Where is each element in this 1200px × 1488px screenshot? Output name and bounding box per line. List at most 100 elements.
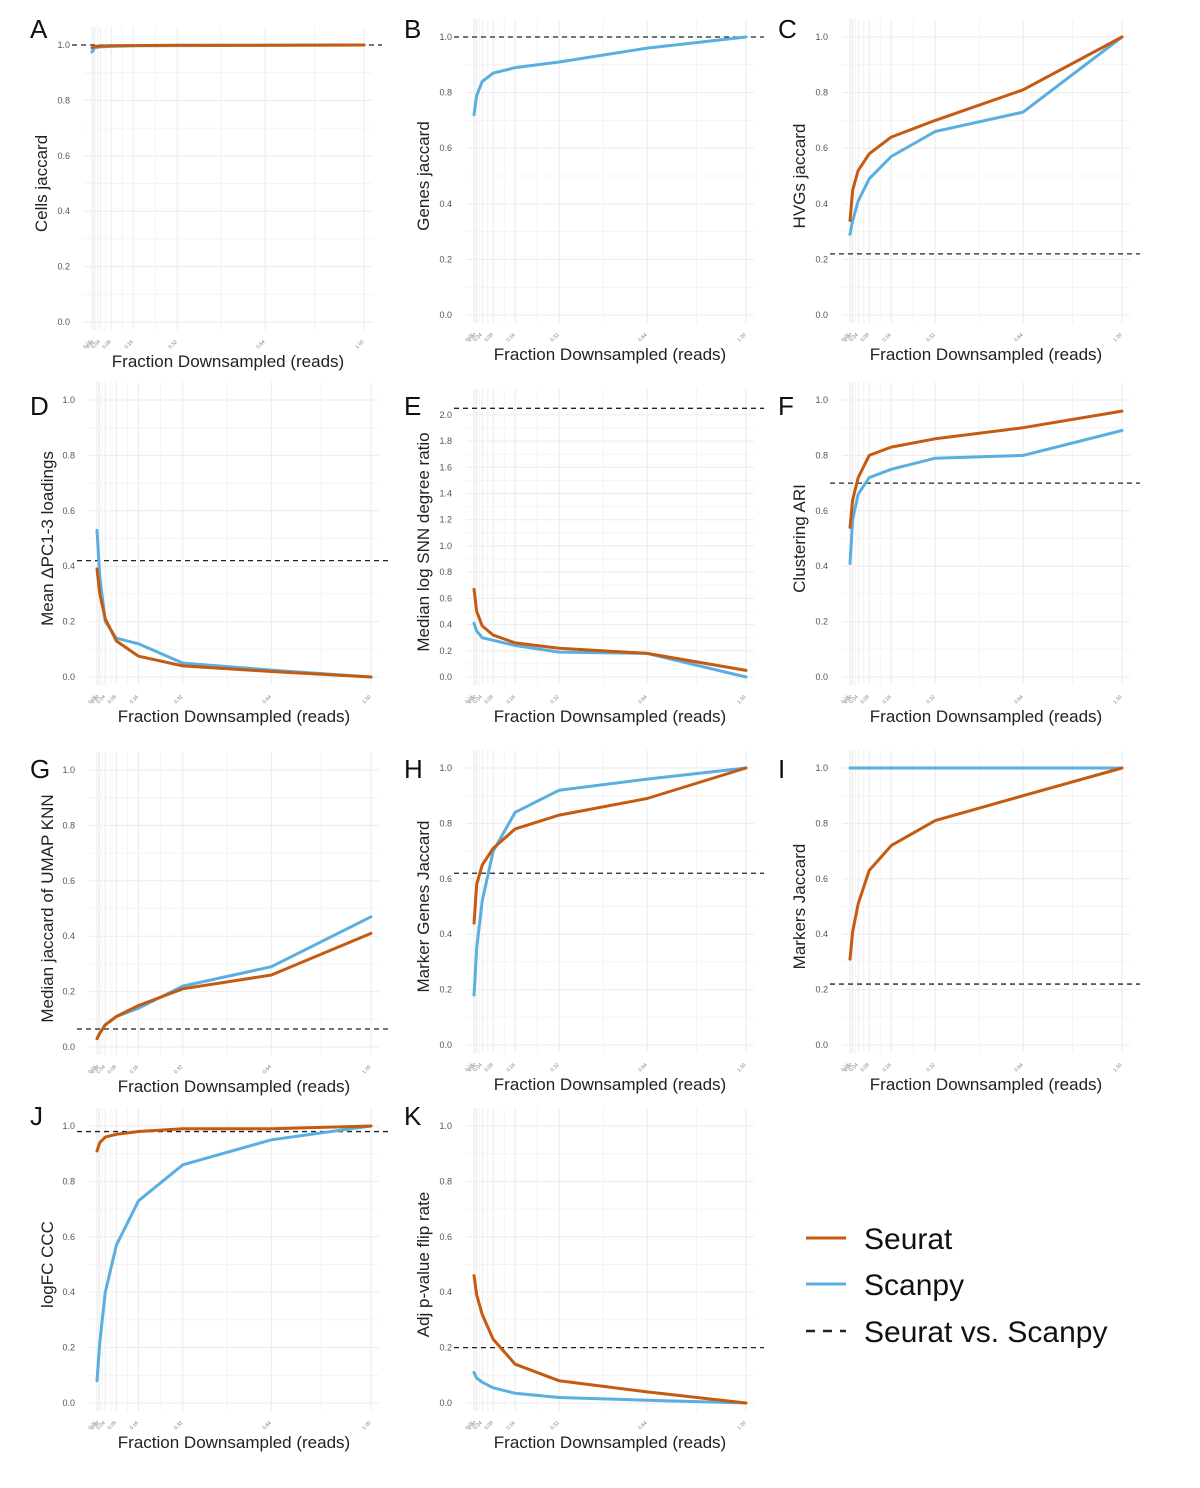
- legend-label-seurat: Seurat: [864, 1223, 953, 1256]
- x-tick-label: 0.01: [464, 694, 475, 705]
- y-tick-label: 0.4: [815, 561, 828, 571]
- y-tick-label: 0.2: [62, 987, 75, 997]
- y-axis-title: Genes jaccard: [414, 121, 433, 231]
- x-tick-label: 1.00: [1112, 332, 1123, 343]
- x-tick-label: 1.00: [361, 1420, 372, 1431]
- y-tick-label: 1.2: [439, 515, 452, 525]
- x-tick-label: 0.01: [87, 694, 98, 705]
- x-tick-label: 0.32: [549, 1420, 560, 1431]
- x-tick-label: 1.00: [736, 694, 747, 705]
- x-tick-label: 0.16: [129, 1064, 140, 1075]
- y-tick-label: 0.4: [62, 1287, 75, 1297]
- legend-label-scanpy: Scanpy: [864, 1269, 964, 1302]
- y-tick-label: 1.0: [815, 395, 828, 405]
- y-tick-label: 0.4: [439, 1287, 452, 1297]
- y-tick-label: 0.2: [439, 1343, 452, 1353]
- y-tick-label: 0.2: [62, 1343, 75, 1353]
- y-axis-title: Markers Jaccard: [790, 844, 809, 970]
- x-axis-title: Fraction Downsampled (reads): [870, 1075, 1102, 1094]
- y-axis-title: Clustering ARI: [790, 484, 809, 593]
- x-tick-label: 0.64: [637, 1420, 648, 1431]
- x-tick-label: 1.00: [736, 332, 747, 343]
- y-tick-label: 1.0: [439, 32, 452, 42]
- y-tick-label: 0.8: [439, 818, 452, 828]
- y-tick-label: 1.0: [439, 541, 452, 551]
- x-tick-label: 0.08: [484, 694, 495, 705]
- x-tick-label: 0.32: [173, 1420, 184, 1431]
- x-tick-label: 1.00: [736, 1420, 747, 1431]
- x-tick-label: 0.04: [849, 1062, 860, 1073]
- x-tick-label: 0.01: [840, 1062, 851, 1073]
- x-tick-label: 0.64: [1013, 694, 1024, 705]
- y-tick-label: 0.6: [815, 143, 828, 153]
- x-tick-label: 0.32: [549, 332, 560, 343]
- y-tick-label: 0.2: [439, 646, 452, 656]
- x-tick-label: 0.04: [849, 694, 860, 705]
- y-axis-title: logFC CCC: [38, 1221, 57, 1308]
- x-tick-label: 0.16: [129, 1420, 140, 1431]
- y-tick-label: 1.0: [815, 763, 828, 773]
- y-tick-label: 1.0: [62, 395, 75, 405]
- panel-d: 0.0 0.2 0.4 0.6 0.8 1.0 0.010.020.04 0.08 0.16 0.…: [30, 382, 389, 726]
- y-tick-label: 0.4: [815, 199, 828, 209]
- y-tick-label: 0.0: [439, 1040, 452, 1050]
- x-tick-label: 0.04: [96, 1420, 107, 1431]
- y-axis-title: Adj p-value flip rate: [414, 1192, 433, 1338]
- x-tick-label: 0.64: [637, 332, 648, 343]
- y-tick-label: 0.6: [62, 1232, 75, 1242]
- y-tick-label: 0.2: [815, 254, 828, 264]
- y-axis-title: Mean ΔPC1-3 loadings: [38, 451, 57, 626]
- x-tick-label: 0.02: [90, 1064, 101, 1075]
- x-tick-label: 0.04: [96, 1064, 107, 1075]
- series-line-scanpy: [472, 35, 748, 117]
- x-tick-label: 0.02: [90, 694, 101, 705]
- panel-b: 0.0 0.2 0.4 0.6 0.8 1.0 0.010.020.04 0.08 0.16 0.…: [404, 14, 764, 364]
- x-tick-label: 0.16: [506, 332, 517, 343]
- x-tick-label: 0.16: [129, 694, 140, 705]
- x-tick-label: 0.02: [467, 694, 478, 705]
- series-line-seurat: [848, 766, 1124, 961]
- series-line-scanpy: [95, 1124, 373, 1383]
- y-tick-label: 0.0: [815, 1040, 828, 1050]
- x-tick-label: 0.32: [925, 694, 936, 705]
- panel-j: 0.0 0.2 0.4 0.6 0.8 1.0 0.010.020.04 0.08 0.16 0.…: [30, 1101, 389, 1452]
- x-tick-label: 0.64: [255, 339, 266, 350]
- y-tick-label: 0.0: [439, 1398, 452, 1408]
- x-tick-label: 0.64: [262, 1420, 273, 1431]
- x-tick-label: 0.02: [467, 1062, 478, 1073]
- x-axis-title: Fraction Downsampled (reads): [494, 1433, 726, 1452]
- panel-h: 0.0 0.2 0.4 0.6 0.8 1.0 0.010.020.04 0.08 0.16 0.…: [404, 750, 764, 1094]
- panel-letter: E: [404, 391, 421, 421]
- y-tick-label: 0.4: [439, 929, 452, 939]
- x-tick-label: 0.32: [925, 1062, 936, 1073]
- series-line-scanpy: [472, 1371, 748, 1405]
- x-tick-label: 0.08: [484, 1420, 495, 1431]
- x-tick-label: 0.16: [506, 694, 517, 705]
- x-tick-label: 0.01: [840, 332, 851, 343]
- x-tick-label: 0.08: [860, 332, 871, 343]
- y-tick-label: 0.8: [62, 1176, 75, 1186]
- x-tick-label: 0.02: [843, 694, 854, 705]
- y-tick-label: 0.4: [62, 561, 75, 571]
- x-tick-label: 0.64: [1013, 1062, 1024, 1073]
- y-axis-title: Median jaccard of UMAP KNN: [38, 794, 57, 1022]
- x-tick-label: 0.16: [124, 339, 135, 350]
- x-tick-label: 0.01: [464, 332, 475, 343]
- y-tick-label: 1.0: [62, 765, 75, 775]
- y-tick-label: 0.2: [57, 262, 70, 272]
- y-tick-label: 0.0: [57, 317, 70, 327]
- series-line-seurat: [95, 931, 373, 1041]
- y-tick-label: 0.8: [815, 818, 828, 828]
- y-tick-label: 1.0: [815, 32, 828, 42]
- x-tick-label: 0.64: [1013, 332, 1024, 343]
- x-tick-label: 0.64: [262, 694, 273, 705]
- x-axis-title: Fraction Downsampled (reads): [494, 345, 726, 364]
- y-tick-label: 0.6: [57, 151, 70, 161]
- x-tick-label: 0.08: [860, 694, 871, 705]
- y-tick-label: 1.0: [57, 40, 70, 50]
- panel-a: 0.0 0.2 0.4 0.6 0.8 1.0 0.010.020.04 0.08 0.16 0.…: [30, 14, 382, 371]
- x-tick-label: 0.16: [882, 694, 893, 705]
- x-tick-label: 0.16: [882, 332, 893, 343]
- x-tick-label: 0.08: [102, 339, 113, 350]
- x-axis-title: Fraction Downsampled (reads): [118, 707, 350, 726]
